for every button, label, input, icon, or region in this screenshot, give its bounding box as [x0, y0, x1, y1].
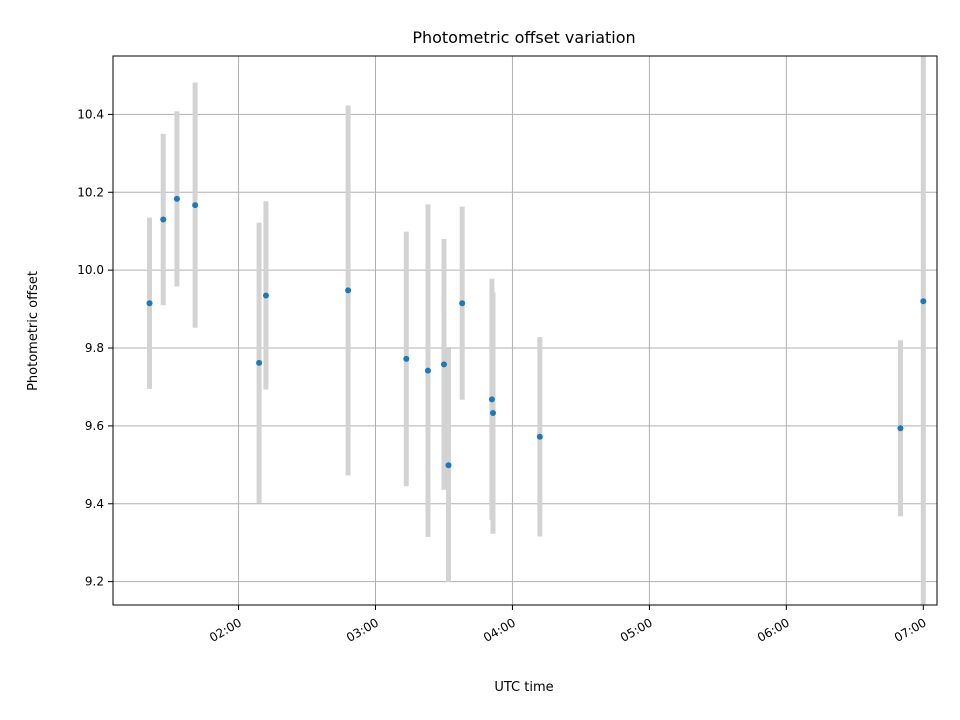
y-tick-label: 10.4 — [77, 107, 104, 121]
data-point — [146, 300, 153, 307]
data-point — [403, 355, 410, 362]
data-points — [146, 195, 927, 469]
y-tick-label: 9.2 — [85, 575, 104, 589]
y-tick-label: 10.0 — [77, 263, 104, 277]
data-point — [459, 300, 466, 307]
data-point — [488, 396, 495, 403]
data-point — [345, 287, 352, 294]
plot-frame — [112, 55, 938, 606]
y-tick-label: 9.4 — [85, 497, 104, 511]
data-point — [536, 433, 543, 440]
y-axis-label: Photometric offset — [26, 271, 41, 391]
data-point — [256, 359, 263, 366]
chart-title: Photometric offset variation — [412, 28, 635, 47]
data-point — [920, 298, 927, 305]
data-point — [897, 425, 904, 432]
data-point — [440, 361, 447, 368]
y-axis-ticks: 9.2 9.4 9.6 9.8 10.0 10.2 10.4 — [77, 107, 113, 589]
data-point — [160, 216, 167, 223]
y-tick-label: 9.8 — [85, 341, 104, 355]
y-tick-label: 10.2 — [77, 185, 104, 199]
data-point — [192, 202, 199, 209]
data-point — [262, 292, 269, 299]
data-point — [173, 195, 180, 202]
data-point — [424, 367, 431, 374]
data-point — [490, 410, 497, 417]
data-point — [445, 462, 452, 469]
y-tick-label: 9.6 — [85, 419, 104, 433]
x-axis-label: UTC time — [494, 680, 553, 695]
